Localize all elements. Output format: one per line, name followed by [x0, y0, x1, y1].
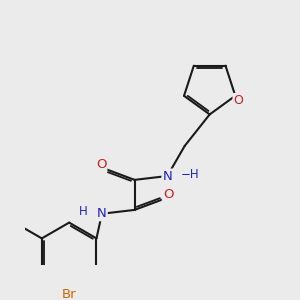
Text: O: O — [96, 158, 106, 171]
Text: Br: Br — [62, 288, 76, 300]
Text: −H: −H — [181, 168, 200, 181]
Text: O: O — [163, 188, 173, 201]
Text: N: N — [97, 207, 107, 220]
Text: H: H — [79, 205, 87, 218]
Text: O: O — [233, 94, 243, 107]
Text: N: N — [162, 169, 172, 182]
